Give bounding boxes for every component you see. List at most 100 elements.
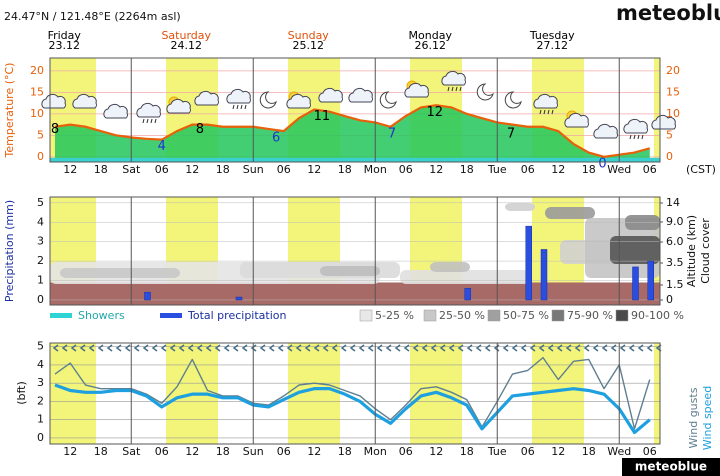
rain — [547, 109, 550, 115]
cloud — [226, 88, 251, 104]
day-date: 24.12 — [171, 39, 203, 52]
rain — [629, 134, 632, 140]
wind-arrow — [403, 344, 410, 352]
wind-arrow — [178, 344, 185, 352]
moon — [476, 83, 494, 101]
wind-arrow — [412, 344, 419, 352]
weather-icon — [533, 93, 558, 115]
cloud — [564, 112, 589, 128]
wind-arrow — [511, 344, 518, 352]
weather-icon — [259, 91, 277, 109]
cloud — [103, 103, 128, 119]
y2-tick-label: 9.0 — [666, 215, 684, 228]
x-tick-label: 12 — [551, 445, 565, 458]
legend-swatch — [50, 313, 72, 318]
wind-arrow — [502, 344, 509, 352]
weather-icon — [72, 93, 97, 109]
temperature-label: 7 — [388, 126, 396, 141]
y-tick-label: 1 — [37, 274, 44, 287]
y3-axis-title: Cloud cover — [699, 218, 712, 284]
moon — [379, 91, 397, 109]
rain — [641, 134, 644, 140]
weather-icon — [41, 93, 66, 109]
temperature-line — [54, 104, 651, 158]
x-tick-label: 06 — [521, 163, 535, 176]
wind-arrow — [448, 344, 455, 352]
weather-icon — [564, 110, 589, 128]
wind-arrow — [97, 344, 104, 352]
x-tick-label: 18 — [94, 445, 108, 458]
temperature-label: 4 — [158, 139, 166, 154]
wind-arrow — [268, 344, 275, 352]
wind-arrow — [349, 344, 356, 352]
x-tick-label: 12 — [551, 163, 565, 176]
panel-frame — [49, 57, 661, 163]
wind-arrow — [187, 344, 194, 352]
wind-arrow — [538, 344, 545, 352]
weather-icon — [103, 103, 128, 119]
wind-arrow — [214, 344, 221, 352]
y-tick-label-right: 15 — [666, 85, 680, 98]
cloud — [136, 102, 161, 118]
footer-box — [622, 458, 720, 476]
weather-icon — [404, 80, 429, 98]
day-date: 26.12 — [415, 39, 447, 52]
rain — [551, 109, 554, 115]
y-tick-label-right: 5 — [666, 128, 673, 141]
rain — [146, 118, 149, 124]
weather-icon — [166, 96, 191, 114]
x-tick-label: 06 — [155, 163, 169, 176]
y-tick-label: 4 — [37, 358, 44, 371]
timezone: (CST) — [686, 163, 716, 176]
wind-arrow — [241, 344, 248, 352]
x-tick-label: Sat — [122, 445, 141, 458]
daylight-band — [654, 58, 660, 162]
moon — [259, 91, 277, 109]
wind-arrow — [475, 344, 482, 352]
cloud — [533, 93, 558, 109]
day-name: Monday — [409, 29, 453, 42]
weather-icon — [476, 83, 494, 101]
weather-icon — [593, 123, 618, 139]
wind-speed-line — [54, 383, 651, 435]
temperature-label: 12 — [426, 105, 443, 120]
wind-arrow — [421, 344, 428, 352]
x-tick-label: 06 — [155, 445, 169, 458]
wind-arrow — [457, 344, 464, 352]
x-tick-label: 18 — [216, 163, 230, 176]
weather-icon — [651, 114, 676, 130]
rain — [459, 86, 462, 92]
rain — [633, 134, 636, 140]
day-name: Friday — [48, 29, 82, 42]
y2-axis-title: Altitude (km) — [685, 215, 698, 287]
wind-arrow — [169, 344, 176, 352]
cloud — [348, 87, 373, 103]
y-tick-label: 5 — [37, 340, 44, 353]
x-tick-label: Sat — [122, 163, 141, 176]
rain — [539, 109, 542, 115]
x-tick-label: 06 — [277, 445, 291, 458]
wind-arrow — [151, 344, 158, 352]
rain — [244, 104, 247, 110]
y-tick-label: 20 — [30, 64, 44, 77]
temperature-label: 0 — [598, 156, 606, 171]
terrain — [50, 282, 660, 305]
weather-icon — [318, 87, 343, 103]
x-tick-label: 12 — [429, 163, 443, 176]
x-tick-label: Wed — [607, 163, 631, 176]
day-date: 27.12 — [537, 39, 569, 52]
y-tick-label-right: 0 — [666, 150, 673, 163]
y-tick-label: 2 — [37, 254, 44, 267]
x-tick-label: Mon — [364, 163, 387, 176]
coordinates: 24.47°N / 121.48°E (2264m asl) — [4, 10, 181, 23]
cloud-cover — [320, 266, 380, 276]
precipitation-bar — [525, 225, 532, 301]
weather-icon — [504, 91, 522, 109]
y-tick-label: 10 — [30, 107, 44, 120]
rain — [150, 118, 153, 124]
rain — [240, 104, 243, 110]
wind-arrow — [232, 344, 239, 352]
x-tick-label: 12 — [307, 445, 321, 458]
rain — [455, 86, 458, 92]
